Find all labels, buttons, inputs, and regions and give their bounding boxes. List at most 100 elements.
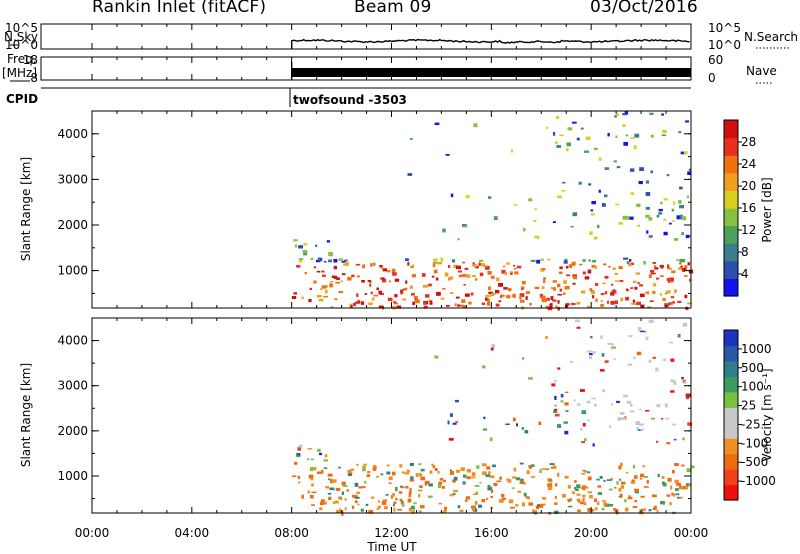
- scatter-cell: [634, 488, 639, 492]
- xtick-label: 20:00: [574, 526, 609, 540]
- xtick-label: 00:00: [75, 526, 110, 540]
- scatter-cell: [344, 507, 347, 511]
- scatter-cell: [315, 244, 318, 247]
- scatter-cell: [464, 293, 470, 297]
- colorbar-cell: [724, 243, 738, 262]
- scatter-cell: [611, 283, 614, 286]
- scatter-cell: [308, 491, 311, 494]
- scatter-cell: [438, 502, 443, 505]
- scatter-cell: [451, 259, 456, 263]
- scatter-cell: [423, 305, 428, 309]
- scatter-cell: [566, 274, 571, 277]
- scatter-cell: [310, 257, 314, 260]
- scatter-cell: [595, 298, 598, 302]
- scatter-cell: [498, 283, 503, 287]
- scatter-cell: [465, 195, 470, 199]
- scatter-cell: [687, 262, 690, 266]
- scatter-cell: [639, 423, 644, 426]
- scatter-cell: [557, 294, 562, 296]
- scatter-cell: [394, 294, 398, 298]
- scatter-cell: [577, 509, 581, 512]
- scatter-cell: [449, 292, 454, 295]
- scatter-cell: [554, 404, 557, 407]
- scatter-cell: [572, 282, 576, 285]
- scatter-cell: [612, 267, 616, 270]
- scatter-cell: [413, 295, 418, 300]
- scatter-cell: [636, 203, 641, 208]
- scatter-cell: [529, 466, 533, 469]
- scatter-cell: [547, 258, 551, 261]
- scatter-cell: [328, 496, 332, 500]
- scatter-cell: [453, 264, 457, 269]
- scatter-cell: [634, 286, 638, 290]
- scatter-cell: [457, 505, 461, 509]
- scatter-cell: [519, 295, 522, 300]
- scatter-cell: [664, 292, 668, 295]
- scatter-cell: [537, 236, 540, 240]
- scatter-cell: [554, 395, 557, 400]
- scatter-cell: [656, 440, 659, 443]
- scatter-cell: [463, 284, 466, 286]
- scatter-cell: [405, 258, 409, 262]
- scatter-cell: [495, 303, 500, 307]
- scatter-cell: [297, 447, 302, 451]
- scatter-cell: [523, 482, 526, 485]
- scatter-cell: [301, 494, 304, 499]
- scatter-cell: [356, 491, 360, 495]
- scatter-cell: [452, 493, 456, 496]
- scatter-cell: [651, 272, 656, 275]
- colorbar-tick: -1000: [741, 474, 776, 488]
- scatter-cell: [527, 496, 530, 500]
- date-title: 03/Oct/2016: [590, 0, 698, 17]
- scatter-cell: [614, 115, 617, 118]
- scatter-cell: [664, 403, 668, 408]
- scatter-cell: [579, 428, 583, 431]
- scatter-cell: [688, 168, 692, 171]
- scatter-cell: [651, 417, 656, 420]
- scatter-cell: [479, 272, 484, 277]
- scatter-cell: [561, 190, 566, 192]
- scatter-cell: [505, 423, 510, 426]
- scatter-cell: [554, 502, 558, 505]
- scatter-cell: [313, 280, 317, 284]
- scatter-cell: [474, 501, 478, 505]
- scatter-cell: [674, 463, 679, 466]
- scatter-cell: [634, 133, 640, 138]
- scatter-cell: [418, 493, 421, 498]
- scatter-cell: [663, 358, 666, 362]
- scatter-cell: [556, 145, 561, 148]
- scatter-cell: [662, 129, 667, 134]
- scatter-cell: [573, 399, 576, 402]
- scatter-cell: [402, 503, 405, 507]
- scatter-cell: [519, 481, 524, 484]
- scatter-cell: [588, 259, 591, 262]
- scatter-cell: [482, 264, 488, 267]
- scatter-cell: [384, 506, 388, 510]
- scatter-cell: [393, 302, 399, 305]
- scatter-cell: [566, 148, 569, 152]
- scatter-cell: [600, 300, 604, 302]
- scatter-cell: [687, 422, 693, 426]
- scatter-cell: [639, 284, 643, 287]
- scatter-cell: [425, 294, 430, 298]
- scatter-cell: [589, 353, 593, 356]
- scatter-cell: [409, 488, 412, 491]
- scatter-cell: [685, 234, 690, 239]
- scatter-cell: [648, 274, 652, 279]
- scatter-cell: [678, 486, 684, 490]
- scatter-cell: [667, 477, 672, 482]
- scatter-cell: [565, 303, 570, 306]
- scatter-cell: [608, 265, 611, 268]
- scatter-cell: [583, 503, 587, 506]
- scatter-cell: [418, 463, 422, 465]
- noise-tick-hi-left: 10^5: [5, 21, 38, 35]
- scatter-cell: [608, 504, 614, 507]
- scatter-cell: [427, 495, 433, 498]
- scatter-cell: [396, 305, 402, 309]
- scatter-cell: [462, 261, 465, 264]
- scatter-cell: [647, 306, 652, 309]
- scatter-cell: [489, 475, 495, 479]
- scatter-cell: [445, 154, 450, 156]
- scatter-cell: [373, 466, 377, 468]
